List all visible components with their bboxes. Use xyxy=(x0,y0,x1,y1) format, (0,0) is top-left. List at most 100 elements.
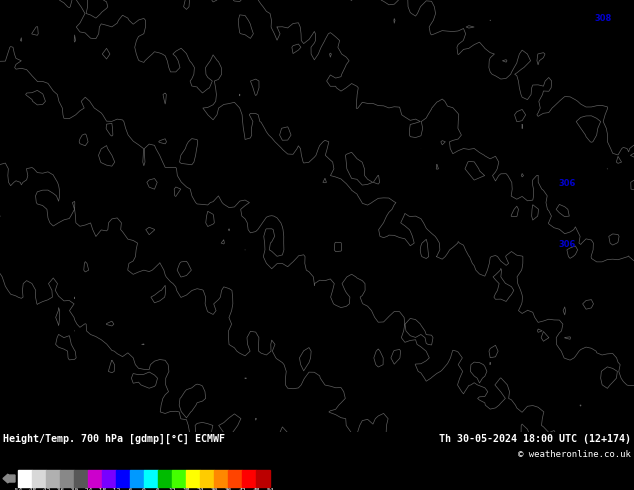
Text: 3: 3 xyxy=(614,153,618,158)
Text: 3: 3 xyxy=(418,6,422,11)
Text: 5: 5 xyxy=(498,327,501,333)
Text: 4: 4 xyxy=(339,99,342,105)
Text: 7: 7 xyxy=(297,394,301,399)
Text: 6: 6 xyxy=(170,267,174,272)
Text: 5: 5 xyxy=(508,281,512,286)
Text: 7: 7 xyxy=(43,274,46,279)
Text: 2: 2 xyxy=(582,79,586,85)
Text: 3: 3 xyxy=(508,93,512,98)
Text: 2: 2 xyxy=(487,46,491,51)
Text: 5: 5 xyxy=(1,6,4,11)
Text: 6: 6 xyxy=(344,408,348,413)
Text: 5: 5 xyxy=(328,207,332,212)
Text: 6: 6 xyxy=(249,234,253,239)
Text: 6: 6 xyxy=(439,428,443,433)
Text: -12: -12 xyxy=(110,488,122,490)
Text: 4: 4 xyxy=(582,314,586,319)
Text: 7: 7 xyxy=(175,361,179,366)
Text: 6: 6 xyxy=(238,247,242,252)
Text: 36: 36 xyxy=(224,488,232,490)
Text: 2: 2 xyxy=(460,46,464,51)
Text: 5: 5 xyxy=(540,368,543,373)
Text: 4: 4 xyxy=(323,93,327,98)
Text: 7: 7 xyxy=(6,241,10,245)
Text: 4: 4 xyxy=(534,180,538,185)
Text: 5: 5 xyxy=(254,227,258,232)
Text: 2: 2 xyxy=(545,26,548,31)
Text: 5: 5 xyxy=(493,368,496,373)
Text: 5: 5 xyxy=(64,86,68,91)
Text: 6: 6 xyxy=(101,187,105,192)
Text: 4: 4 xyxy=(112,6,115,11)
Text: 5: 5 xyxy=(154,133,158,138)
Text: 4: 4 xyxy=(381,120,385,125)
Text: 3: 3 xyxy=(545,120,548,125)
Text: 8: 8 xyxy=(127,368,131,373)
Text: 1: 1 xyxy=(604,6,607,11)
Text: 5: 5 xyxy=(6,59,10,65)
Text: 8: 8 xyxy=(233,421,237,426)
Text: 5: 5 xyxy=(244,147,247,151)
Text: 6: 6 xyxy=(365,394,369,399)
Text: 4: 4 xyxy=(476,214,480,219)
Text: 6: 6 xyxy=(138,261,141,266)
Text: 7: 7 xyxy=(32,214,36,219)
Text: 4: 4 xyxy=(471,207,475,212)
Text: 3: 3 xyxy=(307,26,311,31)
Text: 4: 4 xyxy=(249,93,253,98)
Text: 7: 7 xyxy=(59,341,62,346)
Text: 6: 6 xyxy=(197,261,200,266)
Text: 5: 5 xyxy=(514,294,517,299)
Text: 5: 5 xyxy=(333,200,337,205)
Text: 5: 5 xyxy=(80,6,84,11)
Text: 5: 5 xyxy=(212,167,216,172)
Text: 7: 7 xyxy=(328,415,332,419)
Text: 6: 6 xyxy=(86,200,89,205)
Text: 4: 4 xyxy=(604,267,607,272)
Text: 7: 7 xyxy=(323,401,327,406)
Text: 5: 5 xyxy=(392,301,396,306)
Text: 8: 8 xyxy=(80,381,84,386)
Text: 3: 3 xyxy=(482,66,485,71)
Text: 7: 7 xyxy=(254,347,258,353)
Text: 7: 7 xyxy=(233,401,237,406)
Text: 8: 8 xyxy=(27,287,30,292)
Text: 8: 8 xyxy=(27,408,30,413)
Text: 4: 4 xyxy=(397,180,401,185)
Text: 6: 6 xyxy=(122,167,126,172)
Text: 6: 6 xyxy=(107,180,110,185)
Text: 7: 7 xyxy=(38,227,41,232)
Text: 5: 5 xyxy=(408,281,411,286)
Text: 5: 5 xyxy=(540,401,543,406)
Text: 6: 6 xyxy=(127,160,131,165)
Text: 6: 6 xyxy=(403,354,406,359)
Text: 5: 5 xyxy=(529,388,533,393)
Text: 6: 6 xyxy=(260,247,263,252)
Text: 5: 5 xyxy=(376,254,380,259)
Text: 5: 5 xyxy=(27,59,30,65)
Text: 6: 6 xyxy=(133,160,136,165)
Text: 8: 8 xyxy=(64,354,68,359)
Text: 5: 5 xyxy=(48,26,52,31)
Text: 4: 4 xyxy=(588,267,591,272)
Text: 4: 4 xyxy=(333,126,337,131)
Text: 4: 4 xyxy=(328,73,332,78)
Text: 5: 5 xyxy=(207,167,210,172)
Text: 4: 4 xyxy=(186,39,190,45)
Text: 4: 4 xyxy=(609,307,612,312)
Text: 5: 5 xyxy=(207,187,210,192)
Text: 5: 5 xyxy=(392,294,396,299)
Text: 4: 4 xyxy=(429,180,432,185)
Text: 2: 2 xyxy=(540,39,543,45)
Text: 4: 4 xyxy=(493,200,496,205)
Text: 4: 4 xyxy=(376,140,380,145)
Text: 6: 6 xyxy=(371,314,374,319)
Text: 9: 9 xyxy=(11,415,15,419)
Text: 5: 5 xyxy=(466,254,469,259)
Text: 6: 6 xyxy=(450,347,453,353)
Text: 3: 3 xyxy=(566,207,570,212)
Text: 8: 8 xyxy=(1,368,4,373)
Text: 5: 5 xyxy=(418,301,422,306)
Text: 4: 4 xyxy=(561,267,564,272)
Text: 3: 3 xyxy=(333,19,337,24)
